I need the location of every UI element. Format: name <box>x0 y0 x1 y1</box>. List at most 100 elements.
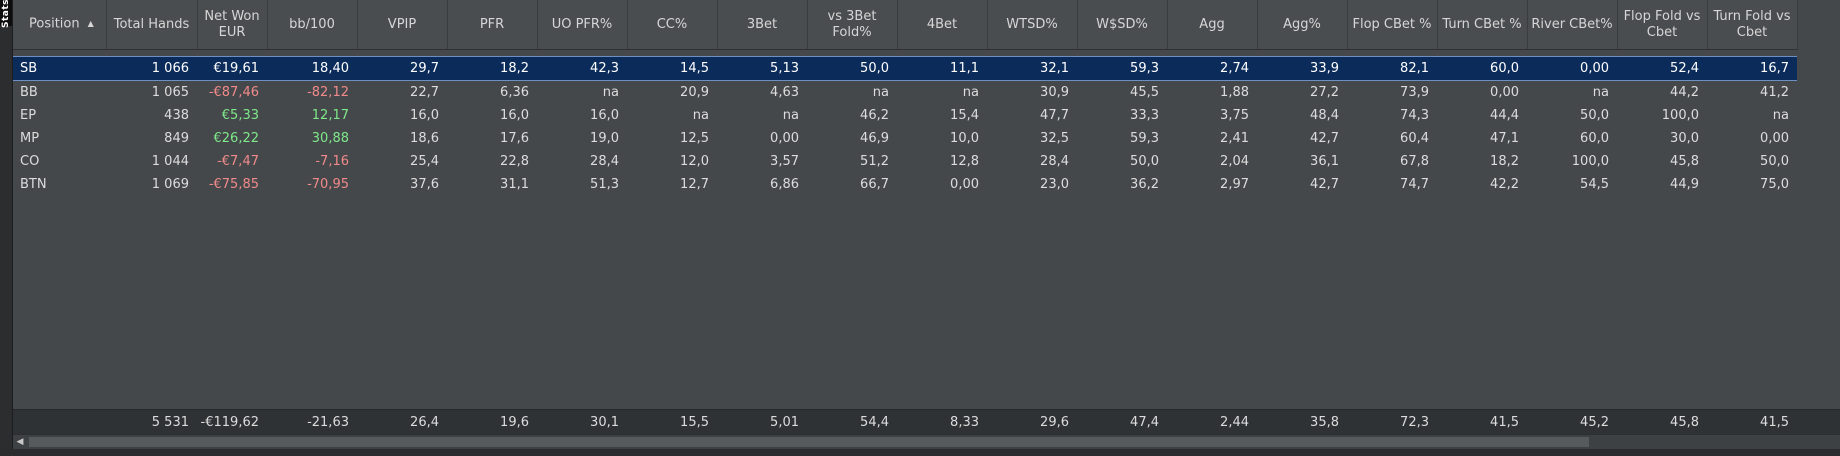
column-header-3bet[interactable]: 3Bet <box>717 0 808 50</box>
column-header-wtsd[interactable]: WTSD% <box>987 0 1078 50</box>
column-header-river-cbet[interactable]: River CBet% <box>1527 0 1618 50</box>
table-cell-turn_cbet: 47,1 <box>1490 131 1519 146</box>
table-cell-flop_cbet: 60,4 <box>1400 131 1429 146</box>
table-cell-fourbet: 11,1 <box>897 56 987 81</box>
scroll-left-icon[interactable]: ◀ <box>16 437 24 447</box>
table-row[interactable]: EP 438 €5,33 12,17 16,0 16,0 16,0 na na 46,2 15,4 4… <box>13 104 1797 127</box>
table-cell-flop_cbet: 73,9 <box>1400 85 1429 100</box>
table-cell-vs3bet_fold: 46,9 <box>860 131 889 146</box>
column-header-bb100[interactable]: bb/100 <box>267 0 358 50</box>
table-cell-flop_fold_cbet: 100,0 <box>1661 108 1699 123</box>
table-cell-vs3bet_fold: 66,7 <box>860 177 889 192</box>
table-cell-net_won: -€75,85 <box>208 177 259 192</box>
column-header-agg-pct[interactable]: Agg% <box>1257 0 1348 50</box>
table-cell-total_hands: 1 044 <box>151 154 189 169</box>
table-cell-agg: 2,97 <box>1220 177 1249 192</box>
table-cell-net_won: -€87,46 <box>208 85 259 100</box>
column-header-uo-pfr[interactable]: UO PFR% <box>537 0 628 50</box>
column-header-flop-fold-vs-cbet[interactable]: Flop Fold vs Cbet <box>1617 0 1708 50</box>
stats-grid: Position ▲ Total Hands Net Won EUR bb/100… <box>13 0 1840 456</box>
table-cell-bb100: -82,12 <box>307 85 349 100</box>
table-cell-river_cbet: 0,00 <box>1527 56 1617 81</box>
totals-row: 5 531 -€119,62 -21,63 26,4 19,6 30,1 15,5 5,01 5… <box>13 409 1840 434</box>
table-cell-bb100: -70,95 <box>307 177 349 192</box>
table-cell-bb100: 12,17 <box>311 108 349 123</box>
table-cell-uo_pfr: 42,3 <box>537 56 627 81</box>
table-cell-position: EP <box>20 108 37 123</box>
table-cell-threebet: 4,63 <box>770 85 799 100</box>
column-header-total-hands[interactable]: Total Hands <box>106 0 198 50</box>
totals-cell-turn_cbet: 41,5 <box>1490 414 1519 430</box>
table-row[interactable]: BB 1 065 -€87,46 -82,12 22,7 6,36 na 20,9 4,63 na… <box>13 81 1797 105</box>
table-cell-flop_fold_cbet: 44,9 <box>1670 177 1699 192</box>
totals-cell-aggpct: 35,8 <box>1310 414 1339 430</box>
column-header-position[interactable]: Position ▲ <box>13 0 107 50</box>
stats-table: Position ▲ Total Hands Net Won EUR bb/100… <box>13 0 1798 196</box>
table-cell-turn_cbet: 42,2 <box>1490 177 1519 192</box>
totals-cell-agg: 2,44 <box>1220 414 1249 430</box>
table-cell-river_cbet: na <box>1592 85 1609 100</box>
header-label: Position <box>29 16 80 32</box>
totals-cell-cc: 15,5 <box>680 414 709 430</box>
table-cell-uo_pfr: 19,0 <box>590 131 619 146</box>
table-cell-turn_fold_cbet: na <box>1772 108 1789 123</box>
bottom-border <box>0 449 1840 456</box>
table-cell-total_hands: 849 <box>164 131 189 146</box>
table-cell-turn_fold_cbet: 41,2 <box>1760 85 1789 100</box>
table-cell-agg: 2,41 <box>1220 131 1249 146</box>
stats-tab-label[interactable]: Stats <box>0 0 12 28</box>
table-cell-cc: 12,7 <box>680 177 709 192</box>
table-cell-vs3bet_fold: 46,2 <box>860 108 889 123</box>
totals-cell-vs3bet_fold: 54,4 <box>860 414 889 430</box>
column-header-wsd[interactable]: W$SD% <box>1077 0 1168 50</box>
horizontal-scrollbar[interactable]: ◀ <box>13 434 1840 449</box>
column-header-turn-cbet[interactable]: Turn CBet % <box>1437 0 1528 50</box>
table-cell-cc: 12,5 <box>680 131 709 146</box>
table-cell-aggpct: 42,7 <box>1310 177 1339 192</box>
table-cell-fourbet: 12,8 <box>950 154 979 169</box>
table-cell-wtsd: 32,5 <box>1040 131 1069 146</box>
table-cell-threebet: 5,13 <box>717 56 807 81</box>
table-cell-wtsd: 30,9 <box>1040 85 1069 100</box>
table-cell-threebet: na <box>782 108 799 123</box>
table-cell-total_hands: 1 065 <box>151 85 189 100</box>
table-cell-flop_cbet: 67,8 <box>1400 154 1429 169</box>
table-cell-vs3bet_fold: 51,2 <box>860 154 889 169</box>
table-row[interactable]: MP 849 €26,22 30,88 18,6 17,6 19,0 12,5 0,00 46,9… <box>13 127 1797 150</box>
column-header-agg[interactable]: Agg <box>1167 0 1258 50</box>
column-header-4bet[interactable]: 4Bet <box>897 0 988 50</box>
table-cell-bb100: 18,40 <box>267 56 357 81</box>
table-cell-position: BTN <box>20 177 47 192</box>
totals-cell-bb100: -21,63 <box>307 414 349 430</box>
table-cell-total_hands: 438 <box>164 108 189 123</box>
scrollbar-thumb[interactable] <box>29 437 1589 447</box>
column-header-net-won[interactable]: Net Won EUR <box>197 0 268 50</box>
column-header-turn-fold-vs-cbet[interactable]: Turn Fold vs Cbet <box>1707 0 1798 50</box>
table-cell-net_won: -€7,47 <box>217 154 259 169</box>
totals-cell-wtsd: 29,6 <box>1040 414 1069 430</box>
table-cell-total_hands: 1 069 <box>151 177 189 192</box>
column-header-flop-cbet[interactable]: Flop CBet % <box>1347 0 1438 50</box>
table-cell-pfr: 17,6 <box>500 131 529 146</box>
column-header-vpip[interactable]: VPIP <box>357 0 448 50</box>
table-cell-uo_pfr: na <box>602 85 619 100</box>
table-cell-position: BB <box>20 85 38 100</box>
column-header-vs-3bet-fold[interactable]: vs 3Bet Fold% <box>807 0 898 50</box>
table-cell-turn_cbet: 60,0 <box>1437 56 1527 81</box>
table-cell-uo_pfr: 28,4 <box>590 154 619 169</box>
table-cell-vpip: 25,4 <box>410 154 439 169</box>
side-panel-tab[interactable]: Stats <box>0 0 13 456</box>
totals-cell-flop_cbet: 72,3 <box>1400 414 1429 430</box>
column-header-pfr[interactable]: PFR <box>447 0 538 50</box>
table-cell-river_cbet: 50,0 <box>1580 108 1609 123</box>
totals-cell-threebet: 5,01 <box>770 414 799 430</box>
table-cell-pfr: 18,2 <box>447 56 537 81</box>
column-header-cc[interactable]: CC% <box>627 0 718 50</box>
table-row[interactable]: CO 1 044 -€7,47 -7,16 25,4 22,8 28,4 12,0 3,57 51… <box>13 150 1797 173</box>
totals-cell-position <box>13 410 106 434</box>
table-cell-flop_fold_cbet: 45,8 <box>1670 154 1699 169</box>
table-row[interactable]: SB 1 066 €19,61 18,40 29,7 18,2 42,3 14,5 5,13 50… <box>13 56 1797 81</box>
table-row[interactable]: BTN 1 069 -€75,85 -70,95 37,6 31,1 51,3 12,7 6,8… <box>13 173 1797 196</box>
table-cell-turn_fold_cbet: 0,00 <box>1760 131 1789 146</box>
table-cell-aggpct: 33,9 <box>1257 56 1347 81</box>
